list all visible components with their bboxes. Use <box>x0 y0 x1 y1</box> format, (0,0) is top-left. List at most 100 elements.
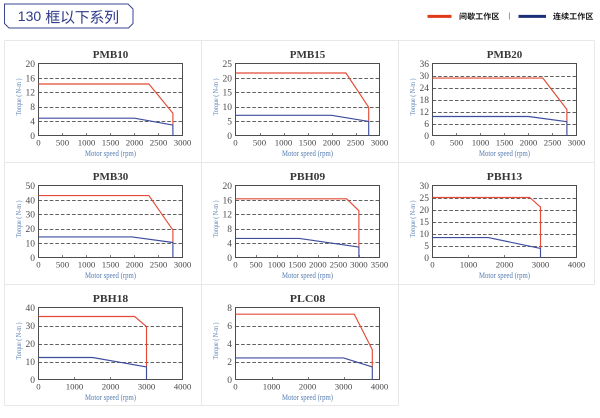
svg-text:PLC08: PLC08 <box>290 293 326 305</box>
svg-text:2000: 2000 <box>309 260 327 270</box>
svg-text:3000: 3000 <box>335 382 353 392</box>
svg-text:2000: 2000 <box>496 260 514 270</box>
svg-text:Torque ( N-m ): Torque ( N-m ) <box>212 322 220 360</box>
svg-text:0: 0 <box>30 376 35 386</box>
svg-text:3000: 3000 <box>568 138 586 148</box>
svg-text:0: 0 <box>424 132 429 142</box>
svg-text:40: 40 <box>26 196 36 206</box>
svg-text:2500: 2500 <box>150 260 168 270</box>
svg-text:0: 0 <box>233 260 238 270</box>
svg-text:20: 20 <box>420 206 430 216</box>
svg-text:1000: 1000 <box>263 382 281 392</box>
svg-text:24: 24 <box>420 84 430 94</box>
svg-text:30: 30 <box>420 182 430 192</box>
svg-text:1500: 1500 <box>102 138 120 148</box>
svg-text:36: 36 <box>420 60 430 70</box>
svg-text:Torque ( N-m ): Torque ( N-m ) <box>15 322 23 360</box>
svg-text:Torque ( N-m ): Torque ( N-m ) <box>212 200 220 238</box>
svg-text:PMB20: PMB20 <box>487 49 523 61</box>
svg-text:40: 40 <box>26 304 36 314</box>
svg-text:30: 30 <box>420 72 430 82</box>
svg-text:3000: 3000 <box>350 260 368 270</box>
svg-text:12: 12 <box>420 108 430 118</box>
svg-text:16: 16 <box>223 196 233 206</box>
svg-text:500: 500 <box>450 138 464 148</box>
svg-text:3500: 3500 <box>371 260 389 270</box>
svg-text:0: 0 <box>36 382 41 392</box>
svg-text:16: 16 <box>26 74 36 84</box>
svg-text:20: 20 <box>26 225 36 235</box>
svg-text:20: 20 <box>26 340 36 350</box>
svg-text:8: 8 <box>227 225 232 235</box>
svg-text:2000: 2000 <box>299 382 317 392</box>
svg-text:130: 130 <box>18 8 42 24</box>
svg-text:4000: 4000 <box>371 382 389 392</box>
svg-text:Motor speed (rpm): Motor speed (rpm) <box>479 270 530 280</box>
svg-text:0: 0 <box>233 138 238 148</box>
svg-text:3000: 3000 <box>138 382 156 392</box>
svg-text:Torque ( N-m ): Torque ( N-m ) <box>15 200 23 238</box>
svg-text:20: 20 <box>223 182 233 192</box>
svg-text:Torque ( N-m ): Torque ( N-m ) <box>15 78 23 116</box>
svg-text:0: 0 <box>227 254 232 264</box>
svg-text:1500: 1500 <box>299 138 317 148</box>
svg-text:15: 15 <box>223 89 233 99</box>
svg-text:20: 20 <box>223 74 233 84</box>
svg-text:0: 0 <box>36 260 41 270</box>
svg-text:0: 0 <box>430 138 435 148</box>
svg-text:1000: 1000 <box>78 138 96 148</box>
svg-text:500: 500 <box>56 260 70 270</box>
svg-text:1000: 1000 <box>66 382 84 392</box>
svg-text:0: 0 <box>430 260 435 270</box>
svg-text:3000: 3000 <box>371 138 389 148</box>
svg-text:18: 18 <box>420 96 430 106</box>
svg-text:10: 10 <box>26 240 36 250</box>
svg-text:2000: 2000 <box>126 260 144 270</box>
svg-text:50: 50 <box>26 182 36 192</box>
svg-text:Motor speed (rpm): Motor speed (rpm) <box>282 392 333 402</box>
svg-text:3000: 3000 <box>174 260 192 270</box>
svg-text:Motor speed (rpm): Motor speed (rpm) <box>85 148 136 158</box>
svg-text:30: 30 <box>26 211 36 221</box>
svg-text:0: 0 <box>30 132 35 142</box>
svg-text:5: 5 <box>424 242 429 252</box>
svg-text:1000: 1000 <box>268 260 286 270</box>
svg-text:10: 10 <box>420 230 430 240</box>
svg-text:2000: 2000 <box>102 382 120 392</box>
svg-text:30: 30 <box>26 322 36 332</box>
svg-text:20: 20 <box>26 60 36 70</box>
svg-text:2500: 2500 <box>150 138 168 148</box>
svg-text:0: 0 <box>30 254 35 264</box>
svg-text:2500: 2500 <box>544 138 562 148</box>
svg-text:6: 6 <box>424 120 429 130</box>
svg-text:2000: 2000 <box>520 138 538 148</box>
svg-text:12: 12 <box>26 89 36 99</box>
svg-text:1000: 1000 <box>275 138 293 148</box>
svg-text:500: 500 <box>253 138 267 148</box>
svg-text:2500: 2500 <box>347 138 365 148</box>
svg-text:25: 25 <box>223 60 233 70</box>
svg-text:PBH13: PBH13 <box>487 171 523 183</box>
svg-text:Motor speed (rpm): Motor speed (rpm) <box>479 148 530 158</box>
svg-text:2000: 2000 <box>323 138 341 148</box>
svg-text:2500: 2500 <box>330 260 348 270</box>
svg-text:15: 15 <box>420 218 430 228</box>
svg-text:Motor speed (rpm): Motor speed (rpm) <box>85 392 136 402</box>
svg-text:1500: 1500 <box>496 138 514 148</box>
svg-text:25: 25 <box>420 194 430 204</box>
svg-text:4: 4 <box>227 340 232 350</box>
svg-text:2000: 2000 <box>126 138 144 148</box>
svg-text:6: 6 <box>227 322 232 332</box>
svg-text:10: 10 <box>26 358 36 368</box>
svg-text:4: 4 <box>30 118 35 128</box>
svg-text:PBH18: PBH18 <box>93 293 129 305</box>
svg-text:3000: 3000 <box>174 138 192 148</box>
svg-text:8: 8 <box>227 304 232 314</box>
svg-text:Motor speed (rpm): Motor speed (rpm) <box>85 270 136 280</box>
svg-text:1000: 1000 <box>460 260 478 270</box>
svg-text:Motor speed (rpm): Motor speed (rpm) <box>282 270 333 280</box>
svg-text:PBH09: PBH09 <box>290 171 326 183</box>
svg-text:1500: 1500 <box>288 260 306 270</box>
svg-text:Torque ( N-m ): Torque ( N-m ) <box>409 78 417 116</box>
svg-text:0: 0 <box>36 138 41 148</box>
